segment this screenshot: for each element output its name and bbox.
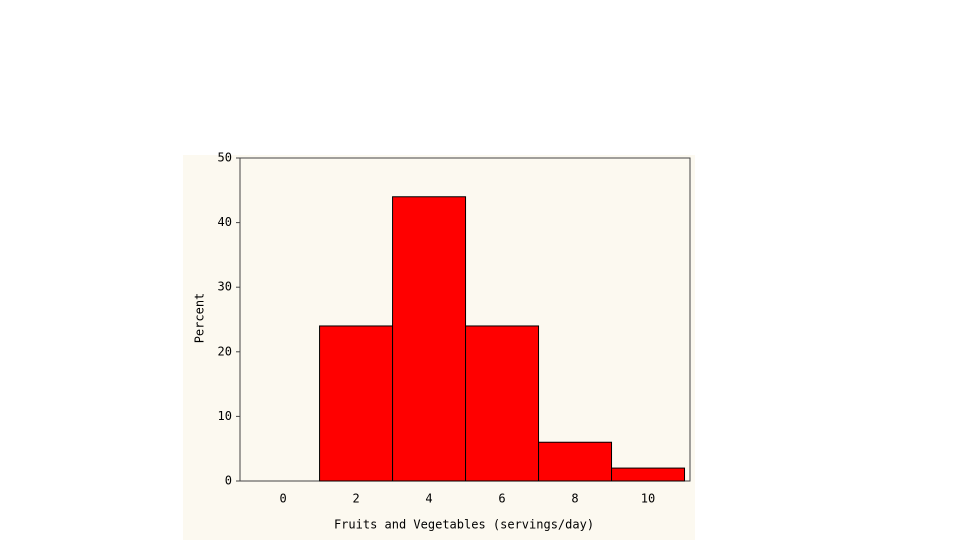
y-tick-label: 50 (218, 151, 232, 165)
x-tick-label: 6 (498, 492, 505, 506)
y-tick-label: 30 (218, 280, 232, 294)
y-tick-label: 0 (225, 474, 232, 488)
x-tick-label: 2 (352, 492, 359, 506)
bar (538, 441, 613, 482)
bar (465, 325, 540, 482)
bar (319, 325, 394, 482)
x-tick-label: 0 (279, 492, 286, 506)
y-axis-label: Percent (193, 293, 207, 344)
bar (611, 467, 686, 482)
y-tick-label: 20 (218, 344, 232, 358)
bar (392, 196, 467, 482)
y-tick-label: 40 (218, 215, 232, 229)
y-tick-label: 10 (218, 409, 232, 423)
x-tick-label: 8 (571, 492, 578, 506)
x-tick-label: 10 (641, 492, 655, 506)
x-axis-label: Fruits and Vegetables (servings/day) (334, 518, 594, 532)
x-tick-label: 4 (425, 492, 432, 506)
